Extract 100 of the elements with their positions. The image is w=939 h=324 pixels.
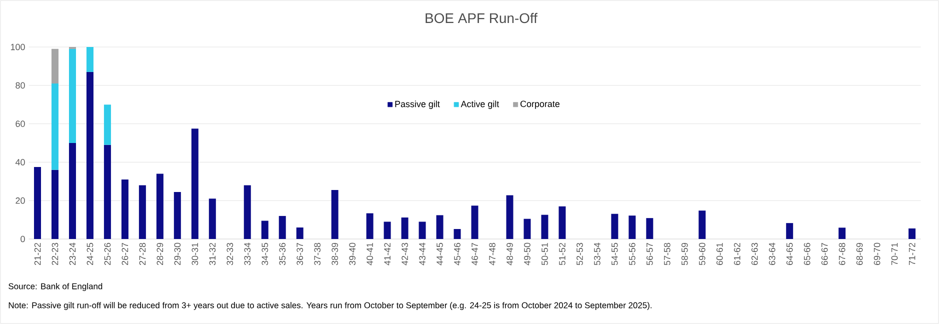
x-tick-label: 27-28 [139, 242, 146, 265]
x-tick-label: 45-46 [454, 242, 460, 266]
x-tick-label: 38-39 [332, 242, 338, 266]
source-note: Source: Bank of England [8, 283, 102, 291]
x-tick-label: 68-69 [856, 242, 863, 265]
x-tick-label: 32-33 [226, 242, 234, 266]
bar [908, 228, 916, 239]
x-tick-label: 43-44 [419, 242, 426, 266]
x-tick-label: 28-29 [156, 242, 164, 265]
bar [384, 222, 391, 239]
bar [296, 227, 304, 239]
x-tick-label: 39-40 [349, 242, 356, 266]
x-tick-label: 63-64 [768, 242, 776, 265]
bar [174, 192, 181, 239]
y-tick-label: 60 [16, 120, 25, 127]
x-tick-label: 34-35 [262, 242, 268, 266]
bar [418, 222, 426, 239]
x-tick-label: 26-27 [122, 242, 128, 265]
bar [104, 104, 111, 145]
x-tick-label: 44-45 [436, 242, 443, 266]
bar [51, 48, 58, 84]
x-tick-label: 51-52 [559, 242, 566, 266]
chart-title: BOE APF Run-Off [426, 12, 538, 24]
x-tick-label: 53-54 [594, 242, 600, 266]
bar [86, 47, 94, 72]
x-tick-label: 60-61 [716, 242, 723, 265]
x-tick-label: 54-55 [612, 242, 618, 266]
x-tick-label: 57-58 [664, 242, 670, 266]
x-tick-label: 55-56 [628, 242, 636, 266]
bar [51, 83, 58, 170]
x-tick-label: 41-42 [384, 242, 390, 266]
y-tick-label: 0 [20, 236, 25, 242]
x-tick-label: 46-47 [472, 242, 478, 266]
x-tick-label: 64-65 [786, 242, 793, 265]
bar [278, 216, 286, 239]
bar [244, 185, 251, 239]
bar [838, 228, 846, 239]
bar [786, 223, 794, 239]
y-tick-label: 20 [16, 197, 25, 204]
x-tick-label: 31-32 [209, 242, 216, 266]
x-tick-label: 59-60 [698, 242, 706, 266]
bar [261, 220, 268, 239]
x-tick-label: 52-53 [576, 242, 583, 266]
bar [401, 217, 408, 239]
legend-label: Passive gilt [395, 100, 440, 109]
bar [628, 216, 636, 239]
x-tick-label: 40-41 [366, 242, 373, 266]
x-tick-label: 21-22 [34, 242, 41, 265]
bar [454, 229, 461, 239]
bar [524, 218, 531, 239]
bar [68, 143, 76, 239]
x-tick-label: 30-31 [192, 242, 198, 266]
x-tick-label: 61-62 [734, 242, 740, 265]
bar [121, 179, 128, 239]
x-tick-label: 71-72 [908, 242, 916, 265]
x-tick-label: 67-68 [838, 242, 846, 265]
legend-label: Corporate [520, 100, 560, 109]
y-tick-label: 40 [15, 159, 25, 166]
bar [331, 190, 338, 239]
x-tick-label: 37-38 [314, 242, 321, 266]
bar [208, 198, 216, 239]
x-tick-label: 56-57 [646, 242, 653, 266]
x-tick-label: 50-51 [542, 242, 548, 266]
x-tick-label: 23-24 [69, 242, 76, 265]
x-tick-label: 66-67 [821, 242, 828, 265]
x-tick-label: 47-48 [489, 242, 496, 266]
y-tick-label: 100 [10, 44, 25, 50]
bar [156, 174, 164, 239]
x-tick-label: 58-59 [681, 242, 688, 266]
x-tick-label: 70-71 [891, 242, 898, 265]
bar [698, 210, 706, 239]
bar [541, 214, 548, 239]
bar [646, 218, 654, 239]
bar [471, 206, 478, 239]
bar [366, 213, 374, 239]
bar [104, 144, 111, 239]
x-tick-label: 29-30 [174, 242, 181, 265]
y-tick-label: 80 [16, 82, 25, 89]
x-tick-label: 65-66 [804, 242, 810, 265]
text: Note: Passive gilt run-off will be reduced from 3+ years out due to active sales. Years run from October to September (e.g. 24-25 is from October 2024 to September 2025). [8, 302, 652, 310]
x-tick-label: 24-25 [86, 242, 94, 265]
legend-label: Active gilt [460, 100, 500, 109]
bar [191, 128, 198, 239]
x-tick-label: 25-26 [104, 242, 111, 265]
x-tick-label: 33-34 [244, 242, 251, 266]
x-tick-label: 62-63 [751, 242, 758, 265]
bar [138, 185, 146, 239]
bar [68, 48, 76, 143]
bar [34, 167, 41, 239]
bar [436, 215, 444, 239]
bar [86, 72, 94, 239]
bar [558, 206, 566, 239]
x-tick-label: 35-36 [279, 242, 286, 266]
bar [506, 195, 514, 239]
x-tick-label: 49-50 [524, 242, 530, 266]
x-tick-label: 22-23 [52, 242, 58, 265]
x-tick-label: 48-49 [506, 242, 513, 266]
bar [611, 214, 618, 239]
x-tick-label: 36-37 [296, 242, 304, 266]
bar [51, 170, 58, 239]
